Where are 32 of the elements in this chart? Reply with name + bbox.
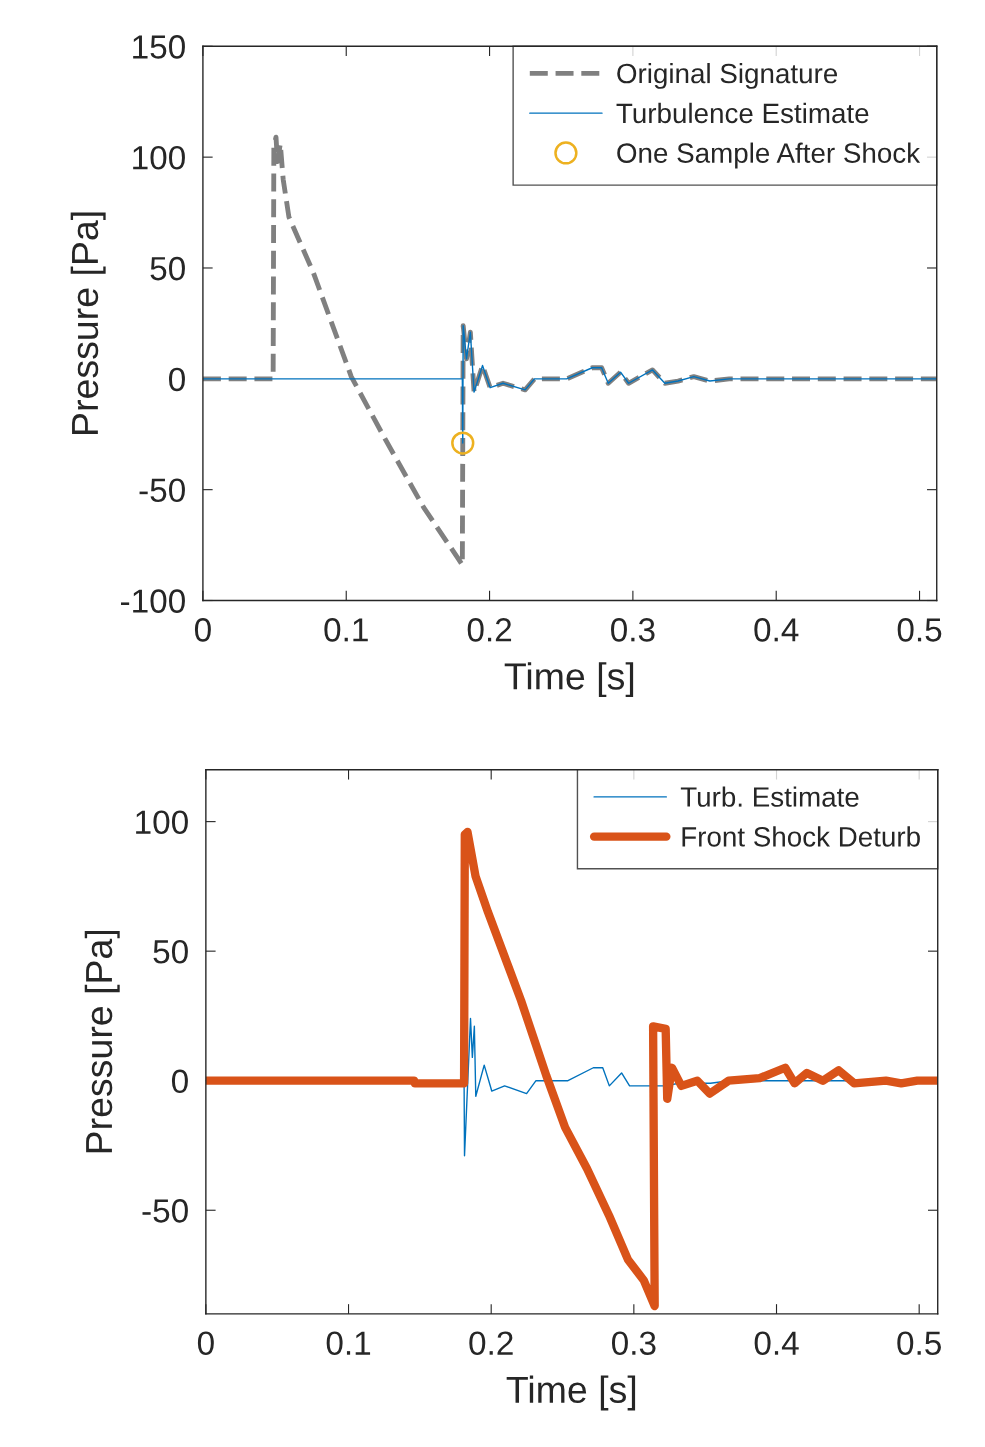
x-tick-label: 0.1 (324, 618, 368, 642)
y-tick-label: -50 (139, 478, 185, 503)
x-tick-label: 0 (194, 618, 211, 642)
y-tick-label: 150 (133, 35, 185, 59)
y-axis-title: Pressure [Pa] (70, 212, 106, 434)
y-axis-title: Pressure [Pa] (84, 930, 120, 1153)
y-tick-label: 50 (153, 939, 188, 964)
x-tick-label: 0.3 (611, 1331, 656, 1356)
legend-label: One Sample After Shock (617, 142, 921, 169)
x-tick-label: 0.2 (469, 1331, 513, 1356)
x-tick-label: 0.4 (754, 1331, 799, 1356)
x-tick-label: 0 (197, 1331, 214, 1356)
x-tick-label: 0.2 (467, 618, 512, 642)
y-tick-label: -100 (121, 589, 185, 613)
y-tick-label: 0 (171, 1069, 188, 1094)
legend-label: Original Signature (617, 62, 838, 89)
y-tick-label: 50 (150, 256, 185, 281)
legend-label: Turb. Estimate (680, 786, 859, 807)
x-tick-label: 0.5 (897, 1331, 941, 1356)
y-tick-label: 100 (136, 810, 188, 835)
x-tick-label: 0.4 (754, 618, 799, 642)
y-tick-label: 100 (133, 145, 185, 170)
x-axis-title: Time [s] (506, 1375, 636, 1411)
legend-label: Turbulence Estimate (616, 102, 869, 124)
x-tick-label: 0.1 (326, 1331, 371, 1356)
legend-label: Front Shock Deturb (682, 826, 920, 847)
x-tick-label: 0.5 (897, 618, 942, 642)
y-tick-label: 0 (169, 367, 185, 392)
line-series (202, 134, 937, 568)
x-tick-label: 0.3 (611, 618, 655, 642)
y-tick-label: -50 (142, 1199, 188, 1223)
x-axis-title: Time [s] (504, 662, 634, 698)
